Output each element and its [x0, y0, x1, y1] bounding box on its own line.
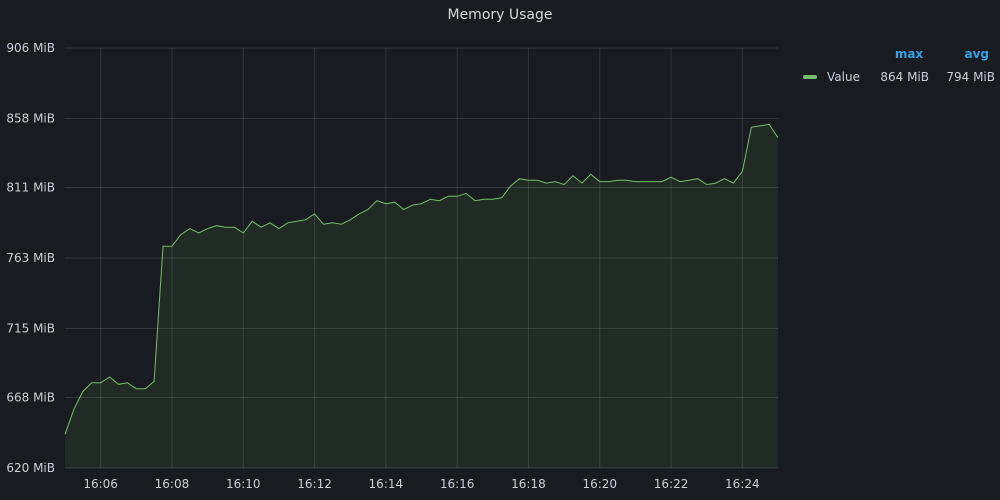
series-line — [64, 123, 779, 435]
legend-item-value[interactable]: Value 864 MiB 794 MiB — [800, 64, 995, 90]
x-tick-label: 16:12 — [297, 477, 332, 491]
panel-title[interactable]: Memory Usage — [447, 7, 553, 23]
y-tick-label: 715 MiB — [6, 321, 55, 335]
x-tick-label: 16:08 — [155, 477, 190, 491]
x-tick-label: 16:16 — [440, 477, 475, 491]
legend-max-value: 864 MiB — [880, 70, 929, 84]
x-tick-label: 16:06 — [83, 477, 118, 491]
legend-series-name[interactable]: Value — [827, 70, 860, 84]
x-tick-label: 16:24 — [725, 477, 760, 491]
x-tick-label: 16:20 — [582, 477, 617, 491]
x-tick-label: 16:18 — [511, 477, 546, 491]
legend-color-swatch[interactable] — [803, 75, 817, 79]
x-tick-label: 16:14 — [369, 477, 404, 491]
y-tick-label: 811 MiB — [6, 181, 55, 195]
legend-header-avg[interactable]: avg — [964, 47, 989, 61]
y-tick-label: 906 MiB — [6, 41, 55, 55]
y-tick-label: 620 MiB — [6, 461, 55, 475]
legend-header: max avg — [800, 44, 995, 64]
legend-header-max[interactable]: max — [894, 47, 924, 61]
x-tick-label: 16:10 — [226, 477, 261, 491]
series-area-fill — [65, 124, 778, 469]
legend-avg-value: 794 MiB — [946, 70, 995, 84]
y-tick-label: 858 MiB — [6, 111, 55, 125]
y-tick-label: 763 MiB — [6, 251, 55, 265]
legend: max avg Value 864 MiB 794 MiB — [800, 44, 995, 90]
y-tick-label: 668 MiB — [6, 391, 55, 405]
x-tick-label: 16:22 — [654, 477, 689, 491]
